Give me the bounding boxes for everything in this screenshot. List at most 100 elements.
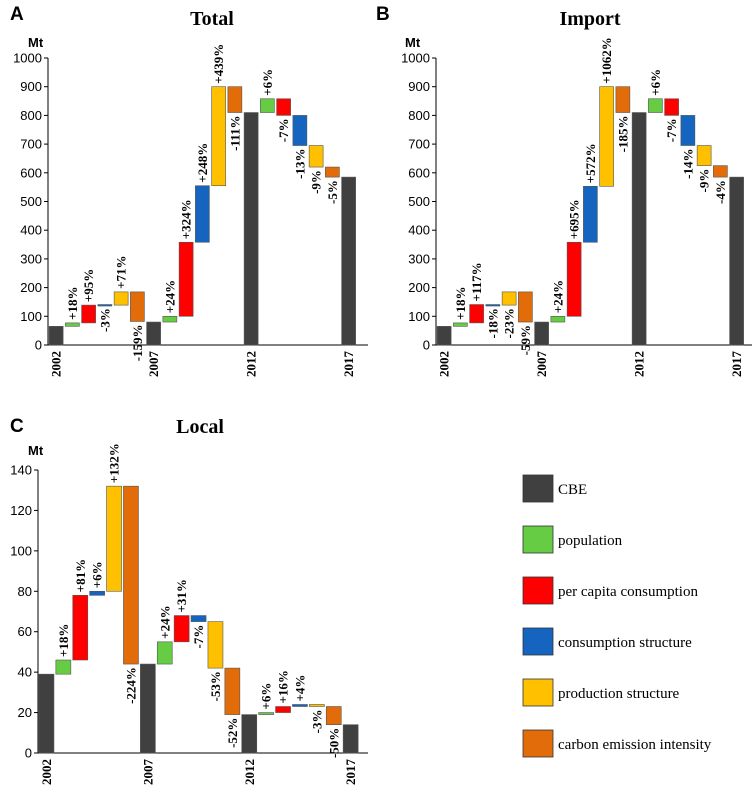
- bar-data-label: +695%: [567, 199, 582, 239]
- bar-data-label: +6%: [259, 683, 274, 710]
- panel-letter-a: A: [10, 4, 24, 25]
- y-tick-label: 100: [408, 309, 430, 324]
- panel-title-import: Import: [559, 8, 620, 30]
- bar-CBE: [534, 321, 549, 346]
- bar-per-capita: [566, 241, 582, 317]
- bar-intensity: [123, 485, 139, 665]
- legend-swatch-structure: [522, 627, 554, 656]
- x-tick-label: 2007: [534, 351, 549, 378]
- bar-production: [599, 86, 614, 187]
- x-tick-label: 2002: [39, 759, 54, 785]
- bar-intensity: [615, 86, 631, 113]
- bar-intensity: [325, 706, 342, 725]
- y-tick-label: 60: [18, 624, 32, 639]
- bar-data-label: -5%: [325, 180, 340, 204]
- bar-data-label: -52%: [225, 718, 240, 748]
- panel-title-total: Total: [190, 8, 234, 30]
- bar-production: [113, 291, 129, 306]
- bar-CBE: [140, 663, 156, 754]
- bar-production: [309, 704, 325, 707]
- bar-intensity: [224, 667, 241, 715]
- bar-data-label: +572%: [583, 143, 598, 183]
- bar-data-label: +71%: [114, 255, 129, 288]
- bar-structure: [292, 704, 308, 707]
- x-tick-label: 2012: [632, 351, 647, 377]
- bar-intensity: [518, 291, 533, 323]
- bar-data-label: +16%: [276, 670, 291, 703]
- x-tick-label: 2002: [49, 351, 64, 377]
- bar-population: [55, 659, 72, 675]
- bar-data-label: +6%: [260, 69, 275, 96]
- bar-data-label: +31%: [174, 579, 189, 612]
- y-tick-label: 600: [20, 165, 42, 180]
- x-tick-label: 2012: [242, 759, 257, 785]
- bar-CBE: [146, 321, 161, 346]
- bar-structure: [583, 185, 598, 243]
- bar-data-label: -185%: [615, 116, 630, 153]
- y-unit-total: Mt: [28, 35, 44, 50]
- bar-CBE: [729, 176, 744, 346]
- legend-swatch-CBE: [522, 474, 554, 503]
- bar-CBE: [436, 326, 452, 346]
- panel-import: B Import Mt 0 100 200 300 400 500 600 700 800 900…: [376, 4, 752, 377]
- y-tick-label: 500: [408, 194, 430, 209]
- bar-data-label: -111%: [227, 116, 242, 151]
- bar-data-label: -159%: [130, 324, 145, 361]
- bar-per-capita: [178, 241, 194, 317]
- y-tick-label: 1000: [401, 51, 430, 66]
- bar-data-label: -50%: [326, 728, 341, 758]
- bar-production: [696, 145, 712, 166]
- legend-swatch-intensity: [522, 729, 554, 758]
- bar-data-label: +24%: [162, 280, 177, 313]
- bar-CBE: [48, 326, 64, 346]
- bar-production: [308, 145, 324, 168]
- bar-population: [260, 98, 275, 113]
- y-tick-label: 900: [408, 79, 430, 94]
- bar-structure: [292, 115, 308, 146]
- bar-data-label: +439%: [211, 44, 226, 84]
- bar-intensity: [713, 165, 728, 178]
- legend-swatch-population: [522, 525, 554, 554]
- x-tick-label: 2007: [140, 759, 155, 786]
- bar-data-label: +6%: [648, 69, 663, 96]
- legend-swatch-production: [522, 678, 554, 707]
- bar-data-label: +248%: [195, 143, 210, 183]
- y-tick-label: 600: [408, 165, 430, 180]
- x-tick-label: 2012: [244, 351, 259, 377]
- bar-intensity: [130, 291, 145, 322]
- bar-data-label: -23%: [502, 308, 517, 338]
- bar-data-label: +4%: [292, 675, 307, 702]
- bar-data-label: -3%: [309, 710, 324, 734]
- bar-data-label: -7%: [191, 625, 206, 649]
- panel-local: C Local Mt 0 20 40 60 80 100 120 140 2002 +18% +81…: [10, 416, 368, 785]
- bar-data-label: -18%: [485, 308, 500, 338]
- panel-title-local: Local: [176, 416, 224, 438]
- y-tick-label: 300: [408, 251, 430, 266]
- y-tick-label: 800: [408, 108, 430, 123]
- x-tick-label: 2017: [343, 759, 358, 786]
- bar-per-capita: [275, 706, 291, 713]
- y-unit-local: Mt: [28, 443, 44, 458]
- bar-data-label: -59%: [518, 325, 533, 355]
- x-tick-label: 2007: [146, 351, 161, 378]
- bar-data-label: +18%: [56, 624, 71, 657]
- y-tick-label: 120: [10, 503, 32, 518]
- bar-data-label: -224%: [123, 667, 138, 704]
- bar-data-label: +6%: [90, 561, 105, 588]
- bar-structure: [89, 590, 105, 596]
- y-tick-label: 400: [408, 223, 430, 238]
- panel-total: A Total Mt 0 100 200 300 400 500 600 700 800 900 1…: [10, 4, 368, 377]
- bar-data-label: +81%: [73, 559, 88, 592]
- y-tick-label: 40: [18, 665, 32, 680]
- bar-population: [648, 98, 663, 113]
- bar-CBE: [243, 112, 259, 346]
- bar-structure: [190, 615, 207, 622]
- x-tick-label: 2002: [437, 351, 452, 377]
- bar-CBE: [342, 724, 359, 754]
- bar-structure: [195, 185, 210, 243]
- y-tick-label: 0: [35, 338, 42, 353]
- y-tick-label: 400: [20, 223, 42, 238]
- bar-structure: [485, 304, 501, 307]
- y-tick-label: 100: [20, 309, 42, 324]
